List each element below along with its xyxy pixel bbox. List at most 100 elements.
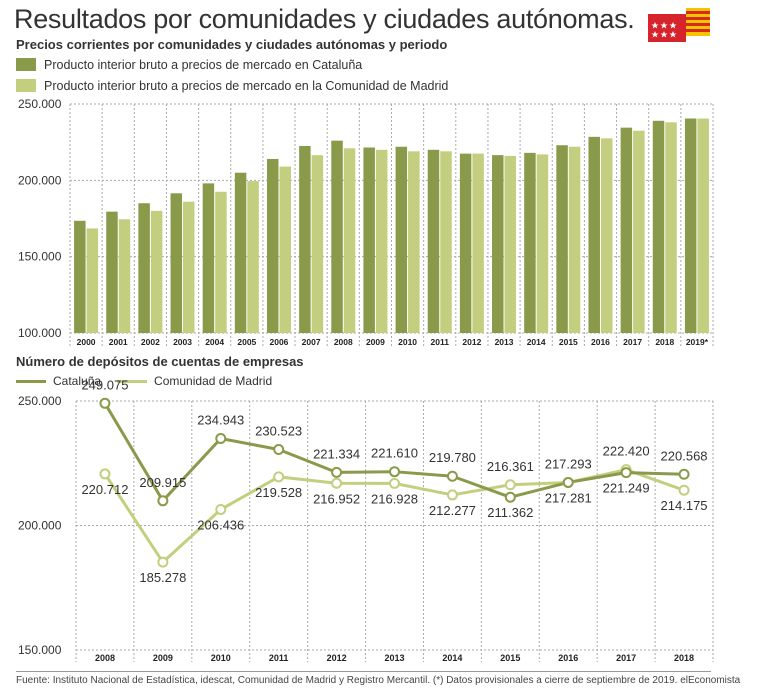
label-cataluna: 220.568 [661,448,708,463]
bar-madrid [472,153,484,333]
line-xtick-label: 2017 [616,653,636,663]
bar-xtick-label: 2019* [686,337,709,347]
line-chart-title: Número de depósitos de cuentas de empres… [16,354,304,369]
bar-xtick-label: 2017 [623,337,642,347]
bar-cataluna [492,155,504,333]
bar-madrid [633,130,645,333]
bar-xtick-label: 2010 [398,337,417,347]
label-madrid: 212.277 [429,503,476,518]
label-madrid: 216.361 [487,459,534,474]
bar-xtick-label: 2018 [655,337,674,347]
bar-xtick-label: 2014 [527,337,546,347]
legend-line-cataluna [16,379,46,383]
line-chart-legend: Cataluña Comunidad de Madrid [16,374,288,388]
bar-madrid [183,201,195,333]
point-madrid [331,477,343,489]
line-xtick-label: 2009 [153,653,173,663]
bar-madrid [568,146,581,333]
legend-swatch-madrid [16,79,36,92]
label-cataluna: 217.293 [545,456,592,471]
bar-ytick-label: 150.000 [18,250,62,264]
line-xtick-label: 2013 [384,653,404,663]
label-cataluna: 249.075 [81,377,128,392]
footer-divider [16,671,711,672]
point-cataluna [331,466,343,478]
bar-xtick-label: 2011 [430,337,449,347]
line-xtick-label: 2008 [95,653,115,663]
point-cataluna [504,491,516,503]
point-cataluna [99,397,111,409]
bar-xtick-label: 2008 [334,337,353,347]
bar-xtick-label: 2006 [270,337,289,347]
bar-cataluna [524,152,536,333]
bar-madrid [279,166,291,333]
bar-xtick-label: 2009 [366,337,385,347]
label-madrid: 185.278 [139,570,186,585]
point-madrid [504,479,516,491]
point-cataluna [215,432,227,444]
bar-cataluna [106,211,118,333]
label-madrid: 217.281 [545,490,592,505]
bar-cataluna [588,136,600,333]
label-cataluna: 221.249 [603,481,650,496]
madrid-and-catalonia-flags-icon [648,8,710,42]
bar-chart-legend: Producto interior bruto a precios de mer… [16,54,448,96]
bar-madrid [150,210,163,333]
point-cataluna [446,470,458,482]
bar-madrid [118,219,131,333]
bar-chart-subtitle: Precios corrientes por comunidades y ciu… [16,37,448,52]
bar-madrid [247,181,259,333]
bar-ytick-label: 200.000 [18,173,62,187]
point-madrid [157,556,169,568]
label-cataluna: 230.523 [255,423,302,438]
legend-line-madrid [117,379,148,383]
bar-cataluna [331,140,343,333]
bar-cataluna [427,149,440,333]
label-madrid: 222.420 [603,444,650,459]
bar-xtick-label: 2002 [141,337,160,347]
bar-cataluna [138,203,150,333]
bar-cataluna [459,153,472,333]
bar-cataluna [202,183,215,333]
line-xtick-label: 2016 [558,653,578,663]
label-cataluna: 211.362 [487,505,533,520]
line-xtick-label: 2012 [327,653,347,663]
bar-cataluna [363,147,375,333]
bar-cataluna [395,146,408,333]
bar-madrid [311,155,324,333]
bar-madrid [86,228,99,333]
line-xtick-label: 2014 [442,653,462,663]
legend-swatch-cataluna [16,58,36,71]
bar-cataluna [556,145,568,333]
label-madrid: 219.528 [255,485,302,500]
bar-xtick-label: 2000 [77,337,96,347]
point-madrid [273,471,285,483]
bar-cataluna [299,145,311,333]
label-madrid: 220.712 [81,482,128,497]
bar-madrid [343,148,356,333]
bar-xtick-label: 2012 [462,337,481,347]
label-cataluna: 221.610 [371,446,418,461]
bar-madrid [536,154,549,333]
bar-cataluna [684,118,697,334]
bar-madrid [215,191,227,333]
bar-xtick-label: 2015 [559,337,578,347]
bar-cataluna [620,127,633,333]
point-cataluna [389,466,400,478]
legend-label-madrid-line: Comunidad de Madrid [154,374,273,388]
bar-ytick-label: 100.000 [18,326,62,340]
bar-cataluna [74,220,86,333]
label-cataluna: 221.334 [313,446,360,461]
bar-madrid [375,149,388,333]
point-madrid [215,503,227,515]
point-madrid [99,468,111,480]
bar-xtick-label: 2005 [237,337,256,347]
line-ytick-label: 200.000 [18,519,62,533]
point-cataluna [562,476,574,488]
point-madrid [389,477,400,489]
bar-madrid [504,155,517,333]
label-cataluna: 219.780 [429,450,476,465]
bar-madrid [408,151,420,333]
legend-item-madrid: Producto interior bruto a precios de mer… [16,75,448,96]
